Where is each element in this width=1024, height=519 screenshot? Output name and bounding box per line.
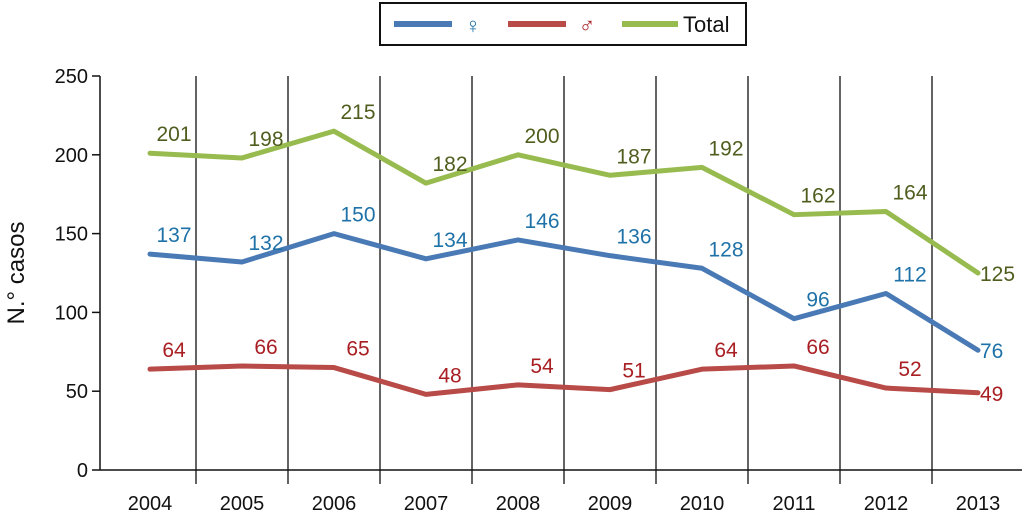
series — [147, 128, 981, 397]
data-label-male: 64 — [714, 339, 738, 362]
data-label-female: 146 — [524, 210, 559, 233]
legend-label-total: Total — [683, 12, 729, 37]
data-label-total: 215 — [340, 101, 375, 124]
data-label-female: 136 — [616, 226, 651, 249]
x-tick-label: 2012 — [864, 493, 909, 515]
x-tick-label: 2010 — [680, 493, 725, 515]
data-label-total: 162 — [800, 185, 835, 208]
data-label-female: 134 — [432, 229, 467, 252]
data-label-male: 66 — [254, 336, 277, 359]
legend-label-male: ♂ — [579, 13, 596, 38]
data-label-female: 96 — [806, 289, 829, 312]
data-label-female: 128 — [708, 238, 743, 261]
data-labels: 137 132 150 134 146 136 128 96 112 76 64 66 65 48 54 51… — [156, 101, 1015, 406]
y-axis-label: N.° casos — [3, 222, 30, 325]
x-tick-label: 2008 — [496, 493, 541, 515]
x-tick-label: 2005 — [220, 493, 265, 515]
x-ticks: 2004 2005 2006 2007 2008 2009 2010 2011 2012 2013 — [128, 493, 1001, 515]
data-label-female: 76 — [980, 340, 1003, 363]
data-label-female: 112 — [893, 263, 926, 286]
y-ticks: 0 50 100 150 200 250 — [55, 66, 100, 482]
y-tick-label: 150 — [55, 224, 88, 246]
axes — [99, 76, 1022, 471]
data-label-male: 51 — [622, 360, 645, 383]
data-label-female: 132 — [248, 232, 283, 255]
x-tick-label: 2009 — [588, 493, 633, 515]
data-label-female: 150 — [340, 204, 375, 227]
x-tick-label: 2004 — [128, 493, 173, 515]
series-line-male — [147, 363, 981, 397]
y-tick-label: 250 — [55, 66, 88, 88]
y-tick-label: 200 — [55, 145, 88, 167]
data-label-total: 182 — [432, 153, 467, 176]
data-label-male: 48 — [438, 364, 461, 387]
x-tick-label: 2011 — [772, 493, 815, 515]
legend-label-female: ♀ — [465, 13, 482, 38]
data-label-male: 66 — [806, 336, 829, 359]
series-line-total — [147, 128, 981, 276]
data-label-male: 49 — [980, 383, 1003, 406]
data-label-male: 64 — [162, 339, 186, 362]
y-tick-label: 0 — [77, 460, 88, 482]
data-label-total: 187 — [616, 145, 651, 168]
x-tick-label: 2006 — [312, 493, 357, 515]
legend: ♀ ♂ Total — [379, 2, 747, 46]
x-tick-label: 2007 — [404, 493, 449, 515]
y-tick-label: 50 — [66, 381, 88, 403]
data-label-total: 200 — [524, 125, 559, 148]
data-label-total: 125 — [980, 263, 1015, 286]
series-line-female — [147, 231, 981, 353]
data-label-male: 65 — [346, 338, 369, 361]
x-tick-label: 2013 — [956, 493, 1001, 515]
data-label-total: 192 — [708, 137, 743, 160]
data-label-male: 54 — [530, 355, 554, 378]
data-label-total: 198 — [248, 128, 283, 151]
data-label-male: 52 — [898, 358, 921, 381]
data-label-female: 137 — [156, 224, 191, 247]
y-tick-label: 100 — [55, 302, 88, 324]
data-label-total: 201 — [156, 123, 191, 146]
data-label-total: 164 — [892, 182, 927, 205]
